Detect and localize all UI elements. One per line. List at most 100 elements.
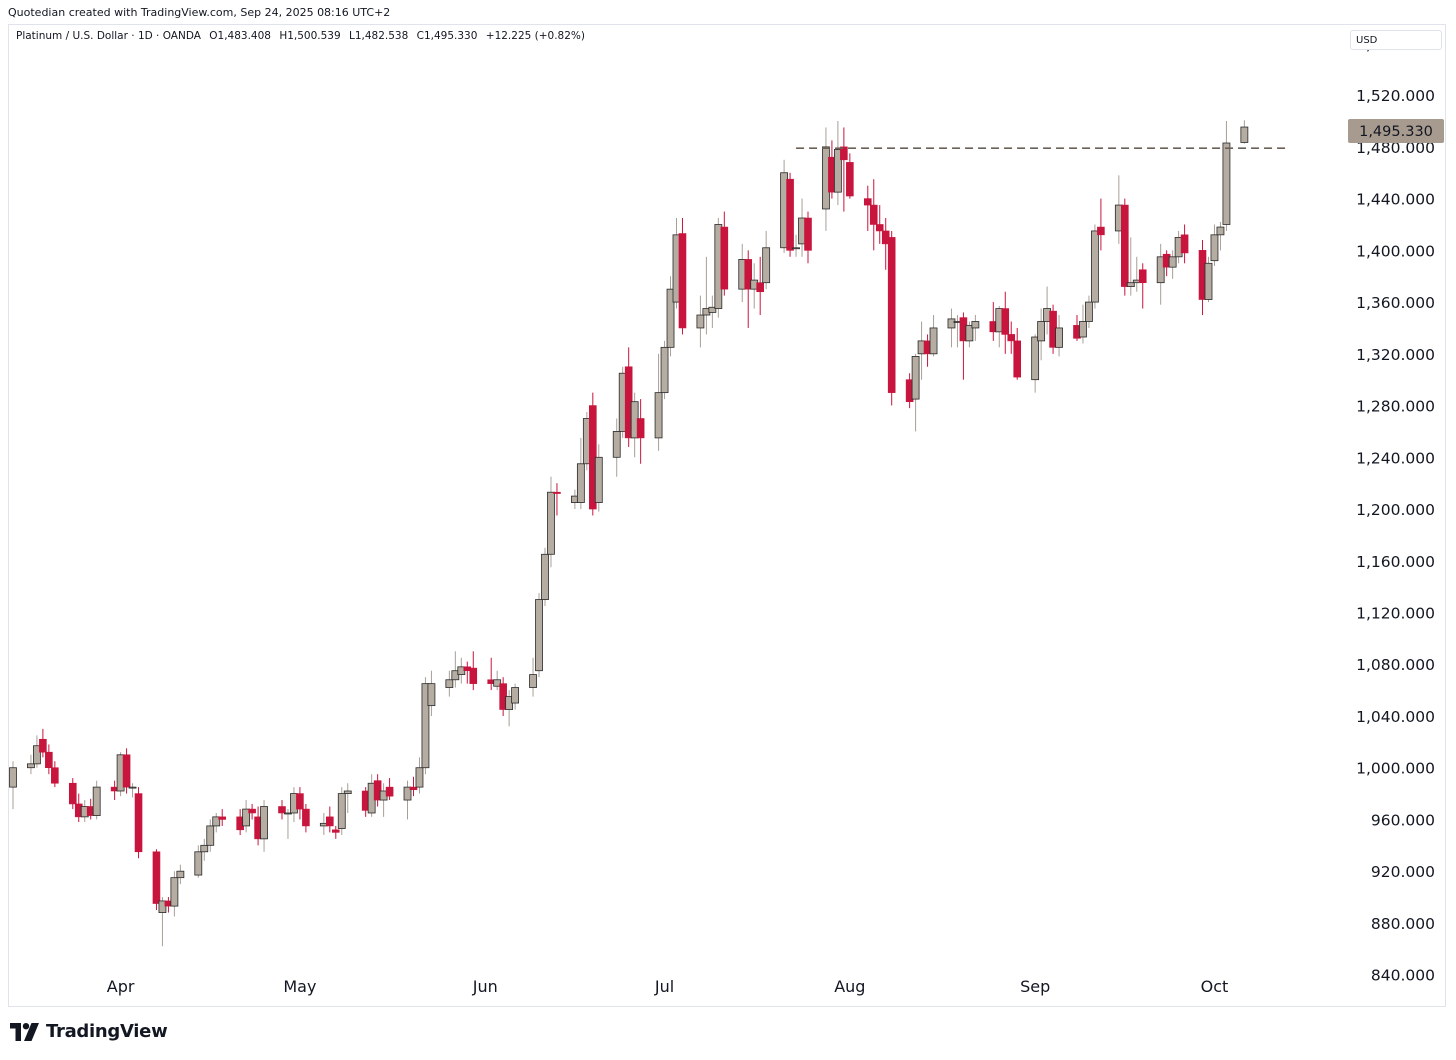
candle [302,803,310,833]
candle [833,121,842,206]
candle-body [326,816,334,827]
candle [242,800,251,833]
candle-body [965,324,974,342]
candle [212,812,221,833]
time-axis-label: Jul [654,977,674,996]
candle-body [1204,262,1213,300]
candle-body [409,786,418,791]
candle-body [660,346,669,394]
candle [696,295,705,348]
candle [68,778,77,810]
candle [947,308,956,348]
candle [654,353,663,451]
candle-body [1091,230,1099,303]
candle-body [1180,234,1189,254]
candle-body [122,754,131,788]
candle-body [170,877,179,907]
candle [278,800,286,820]
candle-body [875,224,884,232]
candle-body [1126,282,1135,287]
candle-body [469,667,478,684]
candle-body [756,282,764,293]
candle-body [576,463,585,503]
candle [158,897,167,947]
time-axis: Apr May Jun Jul Aug Sep Oct [107,977,1229,996]
candle [1216,221,1225,251]
candle-body [296,793,304,810]
candle-body [176,870,185,879]
currency-button[interactable]: USD [1350,30,1442,50]
candle [1138,263,1147,309]
candle-body [206,825,215,846]
candle [451,651,460,688]
candle-body [708,306,717,313]
candle-body [833,149,842,193]
candle [846,153,854,199]
candle [959,312,968,380]
candle-body [1007,334,1016,342]
candle [875,205,884,244]
candle [660,340,669,400]
candle [553,483,561,516]
candle [965,321,974,348]
candle-body [421,683,430,769]
candle-body [666,288,675,348]
candle [260,800,268,852]
candle [612,418,621,477]
candle-body [33,745,41,765]
candle [427,670,436,716]
candle [1126,237,1135,296]
candle-body [1156,256,1165,284]
candle [493,670,502,691]
candle [296,787,304,820]
tradingview-logo[interactable]: TradingView [10,1021,168,1042]
candle [128,783,137,798]
candle-body [547,491,555,555]
candle-body [1055,327,1063,348]
candle [343,783,352,813]
candle [678,218,687,335]
candle [1156,243,1165,305]
price-axis-label: 1,200.000 [1356,501,1435,519]
candle [576,437,585,510]
time-axis-label: Aug [834,977,865,996]
candle [887,230,896,406]
price-axis-label: 960.000 [1371,811,1435,829]
last-price-tag-text: 1,495.330 [1359,124,1433,140]
candle [45,744,53,775]
candle-body [541,553,549,600]
candle [1222,121,1231,231]
candle-body [152,851,161,904]
price-axis-label: 1,160.000 [1356,553,1435,571]
candle-body [612,431,621,458]
candle [666,276,675,357]
candle-body [1240,126,1249,143]
candle [1001,291,1010,354]
candle [170,871,179,917]
candle [756,256,764,316]
candle-body [1216,226,1225,236]
candle-body [302,808,310,827]
candle [792,234,800,257]
candle-body [1085,301,1093,322]
legend-high: H1,500.539 [279,30,341,42]
chart-frame[interactable] [8,24,1446,1007]
candle-body [720,226,729,290]
candles-layer [9,120,1249,947]
candle-body [971,321,980,329]
time-axis-label: May [283,977,316,996]
candle-body [929,327,938,355]
candle [535,593,543,678]
legend-open: O1,483.408 [209,30,271,42]
price-axis-label: 1,120.000 [1356,605,1435,623]
candle-body [1037,321,1046,342]
candle-body [445,679,454,688]
price-axis-label: 1,240.000 [1356,449,1435,467]
candle [122,748,131,794]
candle [1097,198,1105,251]
candle [547,476,555,568]
candle-body [403,786,412,801]
candle [1180,224,1189,264]
candle-body [1031,336,1040,381]
